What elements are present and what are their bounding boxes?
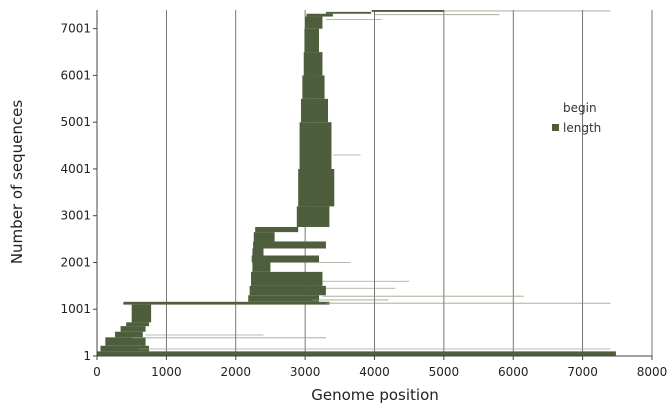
length-band-11 (252, 262, 271, 272)
x-tick-labels: 0 1000 2000 3000 4000 5000 6000 7000 8000 (93, 365, 667, 379)
legend-begin-label: begin (563, 101, 597, 115)
y-axis-title: Number of sequences (8, 100, 26, 265)
length-band-9 (249, 285, 326, 296)
length-band-25 (306, 13, 333, 17)
length-band-27 (371, 10, 444, 12)
x-tick-label-0: 0 (93, 365, 101, 379)
legend: begin length (552, 101, 601, 135)
length-band-20 (300, 98, 329, 123)
length-band-5 (126, 322, 150, 327)
x-tick-label-1000: 1000 (151, 365, 182, 379)
length-band-18 (298, 168, 335, 207)
axes (93, 10, 653, 360)
length-band-21 (302, 75, 325, 99)
length-band-13 (252, 248, 264, 256)
length-band-4 (120, 326, 146, 332)
legend-length-label: length (563, 121, 601, 135)
length-band-6 (131, 304, 152, 323)
x-tick-label-7000: 7000 (567, 365, 598, 379)
sequence-bands (97, 10, 616, 356)
x-tick-label-3000: 3000 (290, 365, 321, 379)
y-tick-label-1: 1 (83, 349, 91, 363)
x-tick-label-5000: 5000 (429, 365, 460, 379)
length-band-16 (255, 226, 299, 233)
length-band-19 (299, 122, 332, 169)
y-tick-label-4001: 4001 (60, 162, 91, 176)
y-tick-label-2001: 2001 (60, 255, 91, 269)
length-band-12 (251, 255, 319, 263)
length-band-24 (305, 16, 323, 29)
length-band-26 (325, 11, 372, 14)
legend-length-swatch (552, 124, 559, 131)
x-tick-label-2000: 2000 (220, 365, 251, 379)
y-tick-label-3001: 3001 (60, 209, 91, 223)
y-tick-label-5001: 5001 (60, 115, 91, 129)
x-axis-title: Genome position (311, 386, 439, 404)
length-band-15 (253, 232, 275, 242)
length-band-0 (97, 351, 616, 356)
length-band-7 (123, 301, 330, 305)
length-band-10 (251, 271, 323, 286)
y-tick-label-1001: 1001 (60, 302, 91, 316)
y-tick-label-6001: 6001 (60, 68, 91, 82)
y-tick-label-7001: 7001 (60, 22, 91, 36)
length-band-14 (253, 241, 326, 249)
x-tick-label-6000: 6000 (498, 365, 529, 379)
length-band-23 (304, 28, 319, 53)
y-tick-labels: 1 1001 2001 3001 4001 5001 6001 7001 (60, 22, 91, 363)
length-band-3 (115, 331, 143, 338)
outlier-lines (131, 10, 611, 350)
length-band-1 (100, 345, 150, 352)
length-band-22 (303, 52, 323, 76)
length-band-8 (248, 295, 319, 302)
x-tick-label-4000: 4000 (359, 365, 390, 379)
x-tick-label-8000: 8000 (637, 365, 668, 379)
length-band-2 (105, 337, 146, 346)
length-band-17 (296, 206, 330, 227)
